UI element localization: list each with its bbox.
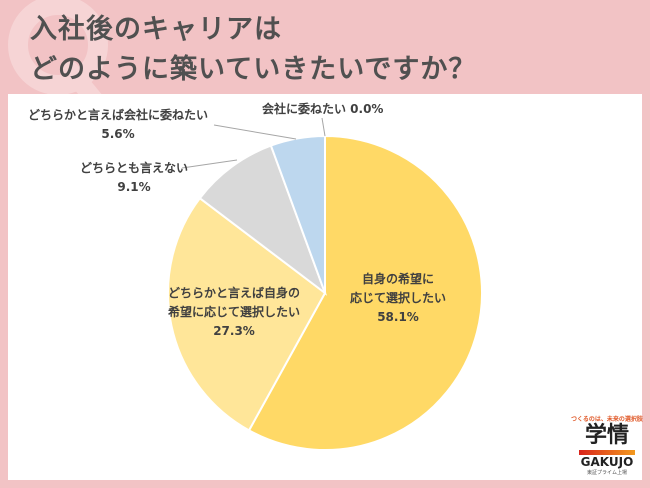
logo-kanji: 学情: [584, 423, 629, 448]
title-line-1: 入社後のキャリアは: [30, 14, 282, 45]
pie-slice-2: [198, 144, 328, 296]
label-text: 希望に応じて選択したい: [168, 305, 301, 319]
label-slice-4: 会社に委ねたい 0.0%: [262, 102, 384, 116]
label-value: 5.6%: [101, 127, 135, 141]
leader-line-1: [181, 159, 238, 169]
label-text: どちらかと言えば自身の: [168, 286, 301, 300]
label-value: 9.1%: [117, 180, 151, 194]
logo-bar: [579, 450, 635, 455]
label-slice-1: どちらかと言えば自身の 希望に応じて選択したい 27.3%: [168, 284, 300, 341]
page-title: 入社後のキャリアは どのように築いていきたいですか？: [30, 10, 476, 90]
label-text: どちらとも言えない: [80, 161, 189, 175]
label-slice-3: どちらかと言えば会社に委ねたい 5.6%: [28, 106, 208, 144]
label-value: 58.1%: [377, 310, 419, 324]
leader-line-0: [213, 124, 297, 140]
pie-slice-1: [167, 196, 327, 432]
leader-line-2: [321, 117, 326, 137]
q-watermark-ring: [8, 0, 108, 95]
gakujo-logo: つくるのは、未来の選択肢 学情 GAKUJO 東証プライム上場: [571, 414, 643, 476]
label-text: 自身の希望に: [362, 272, 435, 286]
label-value: 27.3%: [213, 324, 255, 338]
label-text: どちらかと言えば会社に委ねたい: [28, 108, 209, 122]
logo-tagline: つくるのは、未来の選択肢: [571, 416, 643, 423]
pie-slice-0: [247, 134, 483, 451]
label-slice-0: 自身の希望に 応じて選択したい 58.1%: [350, 270, 446, 327]
logo-en: GAKUJO: [580, 455, 634, 469]
label-slice-2: どちらとも言えない 9.1%: [80, 159, 188, 197]
label-text: 応じて選択したい: [350, 291, 447, 305]
logo-sub: 東証プライム上場: [587, 470, 627, 476]
title-line-2: どのように築いていきたいですか？: [30, 54, 477, 85]
